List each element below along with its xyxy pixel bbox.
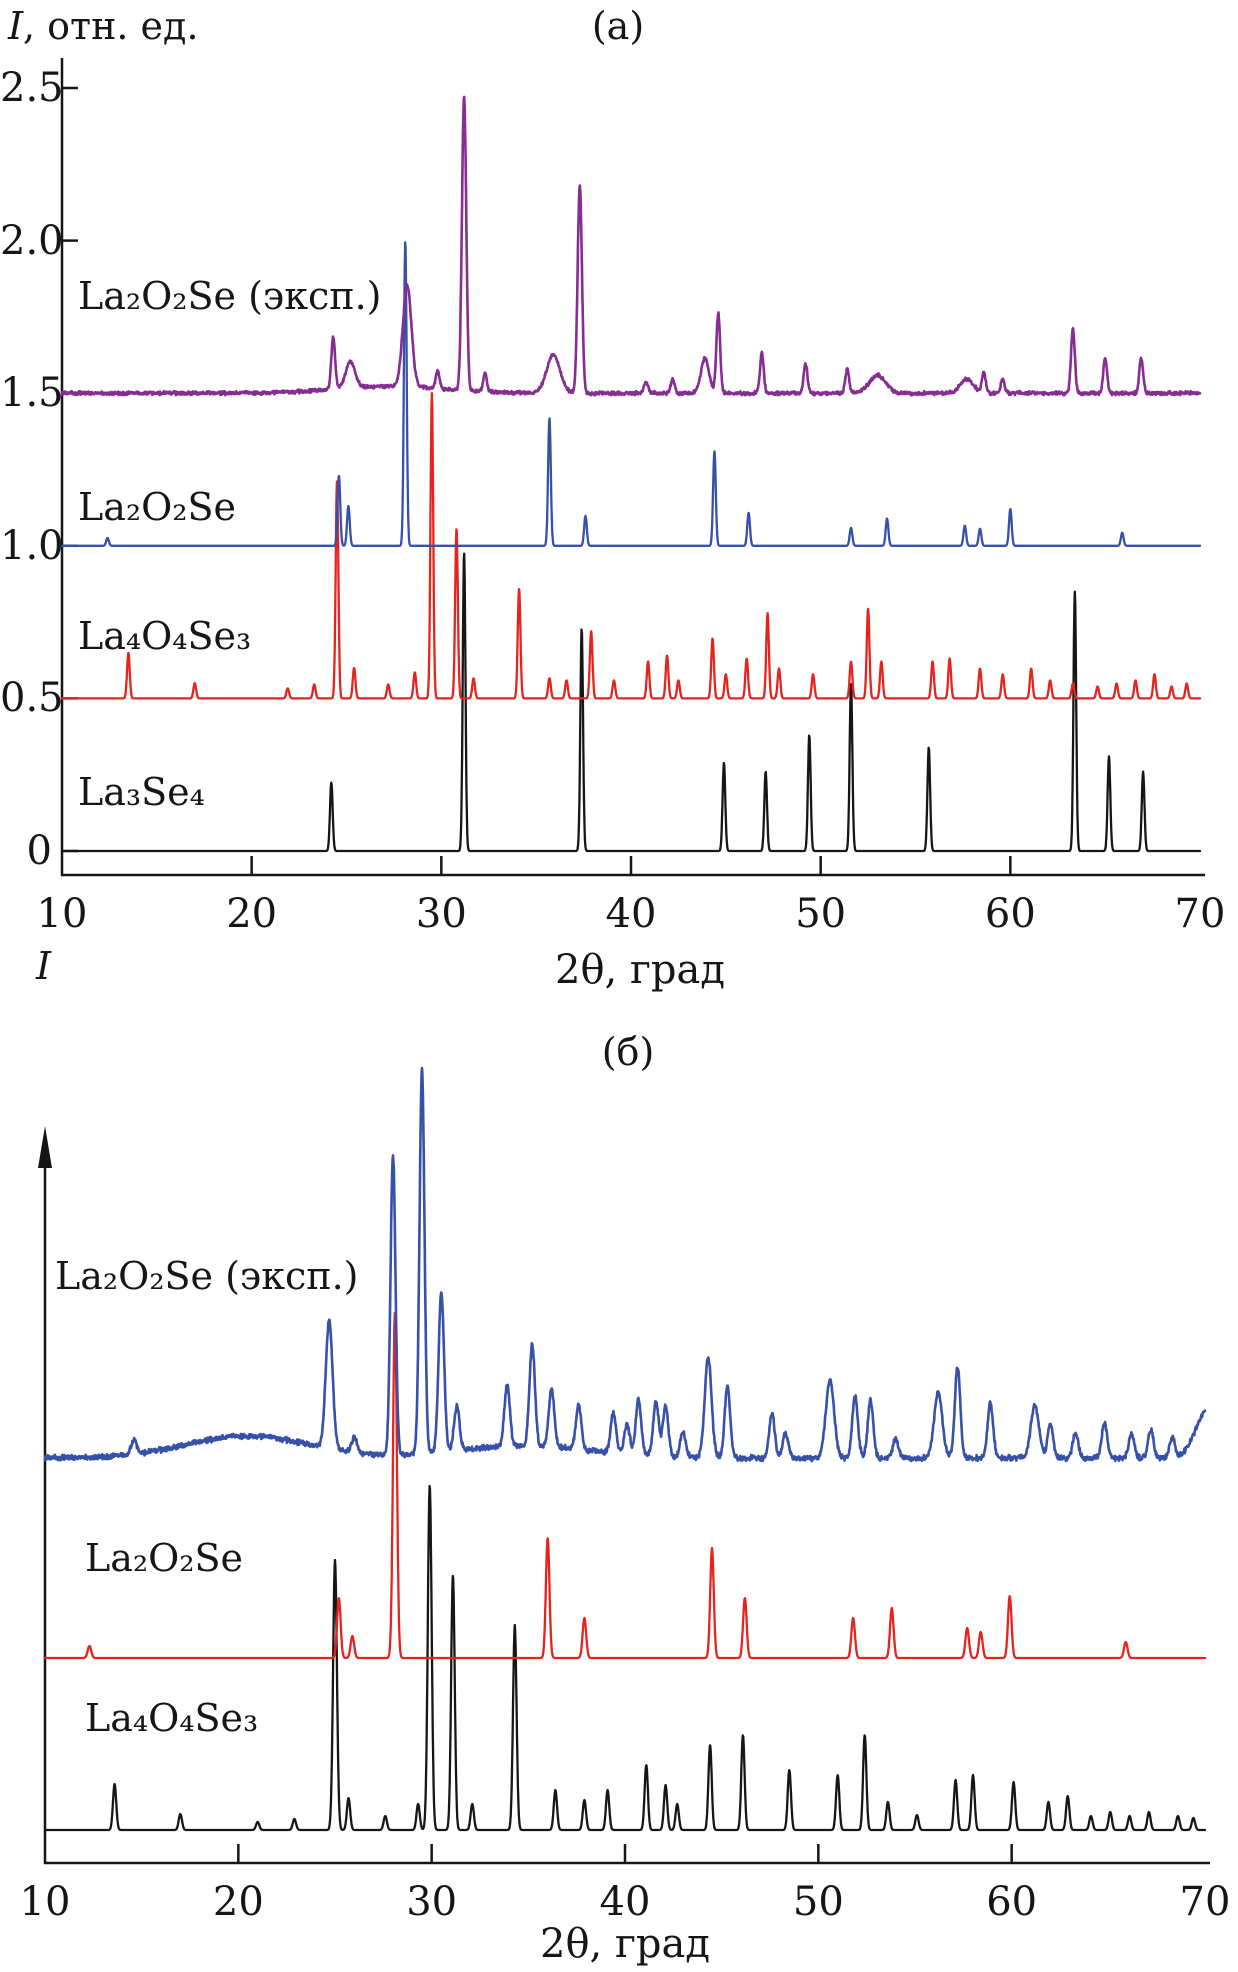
panel-a-y-axis-title-units: , отн. ед. xyxy=(23,4,199,48)
panel-b-x-tick-label-60: 60 xyxy=(986,1879,1038,1925)
panel-b-label-la2o2se: La₂O₂Se xyxy=(85,1536,244,1580)
panel-a-x-tick-label-40: 40 xyxy=(605,891,657,937)
panel-a-title: (а) xyxy=(591,4,645,48)
panel-a-trace-la2o2se xyxy=(60,241,1202,547)
panel-a-y-tick-label-2.0: 2.0 xyxy=(0,217,64,264)
panel-b-y-axis-arrowhead xyxy=(38,1126,52,1168)
panel-a-y-tick-label-0.5: 0.5 xyxy=(0,675,64,722)
panel-b-x-tick-label-20: 20 xyxy=(212,1879,264,1925)
panel-a-y-tick-label-0: 0 xyxy=(26,828,52,874)
panel-a-y-tick-label-2.5: 2.5 xyxy=(0,65,64,111)
panel-a-trace-la4o4se3 xyxy=(60,392,1202,700)
panel-b-trace-la2o2se-exp xyxy=(43,1066,1207,1463)
panel-b-x-tick-label-50: 50 xyxy=(792,1879,844,1925)
panel-a-label-la2o2se: La₂O₂Se xyxy=(78,485,237,529)
panel-b-trace-la2o2se xyxy=(43,1311,1207,1660)
panel-a-label-la4o4se3: La₄O₄Se₃ xyxy=(78,614,252,658)
panel-b-x-tick-label-10: 10 xyxy=(19,1879,71,1925)
panel-b-x-tick-label-40: 40 xyxy=(599,1879,651,1925)
panel-a-x-tick-label-20: 20 xyxy=(226,891,278,937)
panel-b-x-tick-label-30: 30 xyxy=(406,1879,458,1925)
panel-a-y-tick-label-1.5: 1.5 xyxy=(0,370,64,417)
panel-b-x-axis-title: 2θ, град xyxy=(540,1921,710,1967)
panel-a-x-tick-label-50: 50 xyxy=(795,891,847,937)
panel-a-label-la2o2se-exp: La₂O₂Se (эксп.) xyxy=(78,274,382,318)
panel-b-label-la4o4se3: La₄O₄Se₃ xyxy=(85,1696,259,1740)
panel-a-x-axis-title: 2θ, град xyxy=(555,947,725,993)
panel-a-label-la3se4: La₃Se₄ xyxy=(78,770,205,814)
panel-b-axes xyxy=(43,1140,1210,1865)
panel-b-trace-la4o4se3 xyxy=(43,1484,1207,1832)
panel-b-label-la2o2se-exp: La₂O₂Se (эксп.) xyxy=(55,1254,359,1298)
panel-b-title: (б) xyxy=(601,1030,655,1074)
panel-a-x-tick-label-10: 10 xyxy=(36,891,88,937)
panel-a-trace-la3se4 xyxy=(60,552,1202,853)
panel-a-x-tick-label-30: 30 xyxy=(415,891,467,937)
panel-b-y-axis-title: I xyxy=(36,944,52,988)
panel-b-x-tick-label-70: 70 xyxy=(1179,1879,1231,1925)
panel-a-y-axis-title: I, отн. ед. xyxy=(8,4,199,48)
panel-a-y-axis-title-symbol: I xyxy=(8,4,24,48)
panel-a-trace-la2o2se-exp xyxy=(60,95,1202,397)
panel-a-x-tick-label-60: 60 xyxy=(984,891,1036,937)
panel-a-axes xyxy=(60,58,1205,877)
panel-a-x-tick-label-70: 70 xyxy=(1174,891,1226,937)
panel-a-y-tick-label-1.0: 1.0 xyxy=(0,522,64,569)
